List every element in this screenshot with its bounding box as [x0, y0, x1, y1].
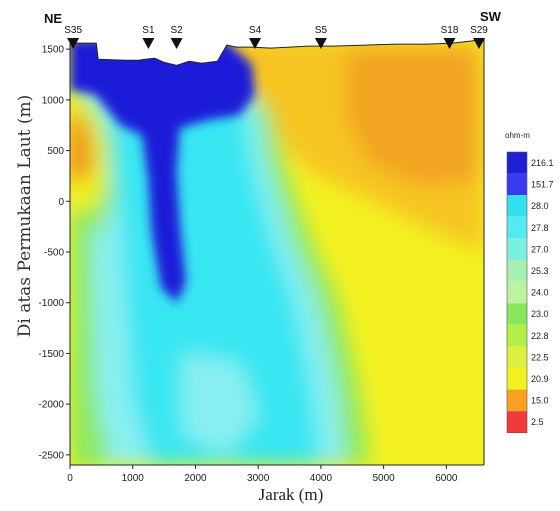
y-tick-label: -2000: [38, 400, 64, 411]
y-tick-label: -500: [44, 248, 64, 259]
colorbar-swatch: [507, 281, 527, 304]
y-tick-label: 1000: [42, 95, 65, 106]
ne-orange-zone: [70, 110, 92, 183]
x-tick-label: 5000: [373, 473, 396, 484]
colorbar-label: 151.7: [531, 180, 554, 190]
colorbar-swatch: [507, 303, 527, 325]
colorbar-label: 28.0: [531, 201, 549, 211]
station-triangle-icon: [142, 38, 155, 49]
station-label: S29: [470, 25, 488, 36]
station-label: S5: [315, 25, 328, 36]
colorbar-title: ohm-m: [505, 131, 530, 140]
y-tick-label: -1000: [38, 298, 64, 309]
y-axis-title: Di atas Permukaan Laut (m): [15, 95, 35, 338]
station-triangle-icon: [443, 38, 456, 49]
orange-zone: [346, 49, 478, 187]
station-markers: S35 S1 S2 S4 S5 S18 S29: [64, 25, 488, 49]
y-axis-ticks: 1500 1000 500 0 -500 -1000 -1500 -2000 -2500: [38, 45, 70, 461]
direction-left-label: NE: [44, 11, 62, 26]
plot-frame: [69, 39, 485, 466]
station-label: S2: [171, 25, 184, 36]
resistivity-field: [70, 39, 484, 465]
colorbar-swatch: [507, 389, 527, 412]
station-marker: S5: [314, 25, 328, 49]
station-marker: S1: [142, 25, 155, 49]
station-marker: S4: [249, 25, 262, 49]
colorbar-swatch: [507, 260, 527, 282]
y-tick-label: 0: [58, 197, 64, 208]
colorbar-swatch: [507, 411, 527, 433]
y-tick-label: -2500: [38, 450, 64, 461]
colorbar-label: 25.3: [531, 266, 549, 276]
colorbar-label: 2.5: [531, 417, 544, 427]
station-label: S1: [142, 25, 155, 36]
colorbar-swatch: [507, 195, 527, 217]
x-tick-label: 1000: [122, 473, 145, 484]
colorbar-swatch: [507, 368, 527, 390]
colorbar-swatch: [507, 324, 527, 347]
x-tick-label: 3000: [247, 473, 270, 484]
y-tick-label: 1500: [42, 45, 65, 56]
colorbar: 216.1 151.7 28.0 27.8 27.0 25.3 24.0 23.0 22.8 22…: [506, 151, 554, 434]
colorbar-swatch: [507, 216, 527, 239]
colorbar-label: 15.0: [531, 396, 549, 406]
y-tick-label: 500: [47, 146, 64, 157]
station-triangle-icon: [67, 38, 80, 49]
ne-bottom-green-lens: [75, 414, 108, 465]
colorbar-label: 23.0: [531, 309, 549, 319]
station-label: S18: [441, 25, 459, 36]
station-marker: S29: [470, 25, 488, 49]
x-tick-label: 6000: [435, 473, 458, 484]
colorbar-swatch: [507, 346, 527, 368]
plot-area: [70, 39, 484, 465]
station-label: S35: [64, 25, 82, 36]
direction-right-label: SW: [480, 9, 502, 24]
colorbar-swatch: [507, 238, 527, 260]
station-triangle-icon: [473, 38, 485, 49]
colorbar-label: 22.8: [531, 331, 549, 341]
station-marker: S2: [170, 25, 184, 49]
colorbar-label: 27.0: [531, 244, 549, 254]
colorbar-label: 20.9: [531, 374, 549, 384]
colorbar-label: 24.0: [531, 288, 549, 298]
colorbar-label: 216.1: [531, 158, 554, 168]
colorbar-label: 27.8: [531, 223, 549, 233]
colorbar-label: 22.5: [531, 352, 549, 362]
light-cyan-lens: [182, 353, 259, 455]
topography-surface-line: [70, 38, 485, 66]
station-label: S4: [249, 25, 262, 36]
station-triangle-icon: [314, 38, 327, 49]
y-tick-label: -1500: [38, 349, 64, 360]
x-tick-label: 2000: [184, 473, 207, 484]
x-axis-title: Jarak (m): [259, 485, 324, 504]
station-triangle-icon: [249, 38, 261, 49]
x-axis-ticks: 0 1000 2000 3000 4000 5000 6000: [67, 465, 458, 484]
colorbar-swatch: [507, 152, 527, 174]
colorbar-swatch: [507, 173, 527, 196]
x-tick-label: 0: [67, 473, 73, 484]
x-tick-label: 4000: [310, 473, 333, 484]
station-marker: S35: [64, 25, 82, 49]
station-marker: S18: [441, 25, 459, 49]
conductive-body: [70, 39, 255, 303]
station-triangle-icon: [170, 38, 183, 49]
